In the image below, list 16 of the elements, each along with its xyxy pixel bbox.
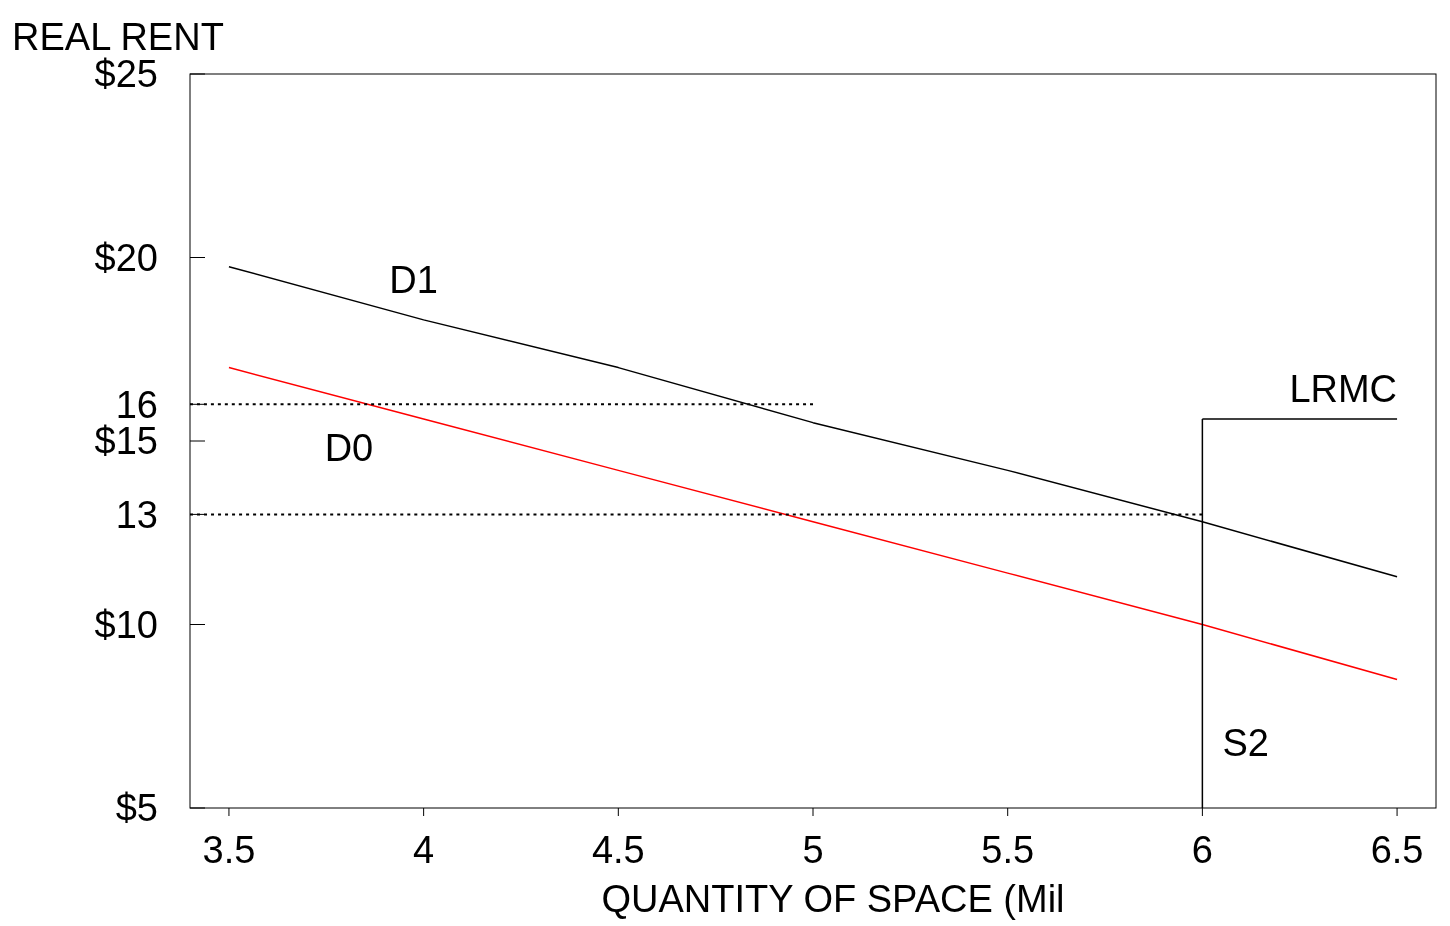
x-axis-title: QUANTITY OF SPACE (Mil: [601, 878, 1065, 920]
x-tick-label: 6: [1191, 829, 1213, 871]
y-tick-label: $20: [94, 236, 158, 279]
series-label: D0: [324, 426, 374, 469]
x-tick-label: 5: [802, 829, 824, 871]
series-label: S2: [1222, 722, 1269, 765]
y-tick-label: 13: [115, 493, 158, 536]
x-tick-label: 3.5: [202, 829, 256, 871]
series-label: D1: [389, 259, 438, 302]
y-tick-label: $5: [115, 787, 158, 830]
series-label: LRMC: [1289, 368, 1398, 411]
x-tick-label: 4: [413, 829, 435, 871]
x-tick-label: 5.5: [981, 829, 1035, 871]
x-tick-label: 4.5: [591, 829, 645, 871]
x-tick-label: 6.5: [1370, 829, 1424, 871]
y-tick-label: $10: [94, 603, 158, 646]
